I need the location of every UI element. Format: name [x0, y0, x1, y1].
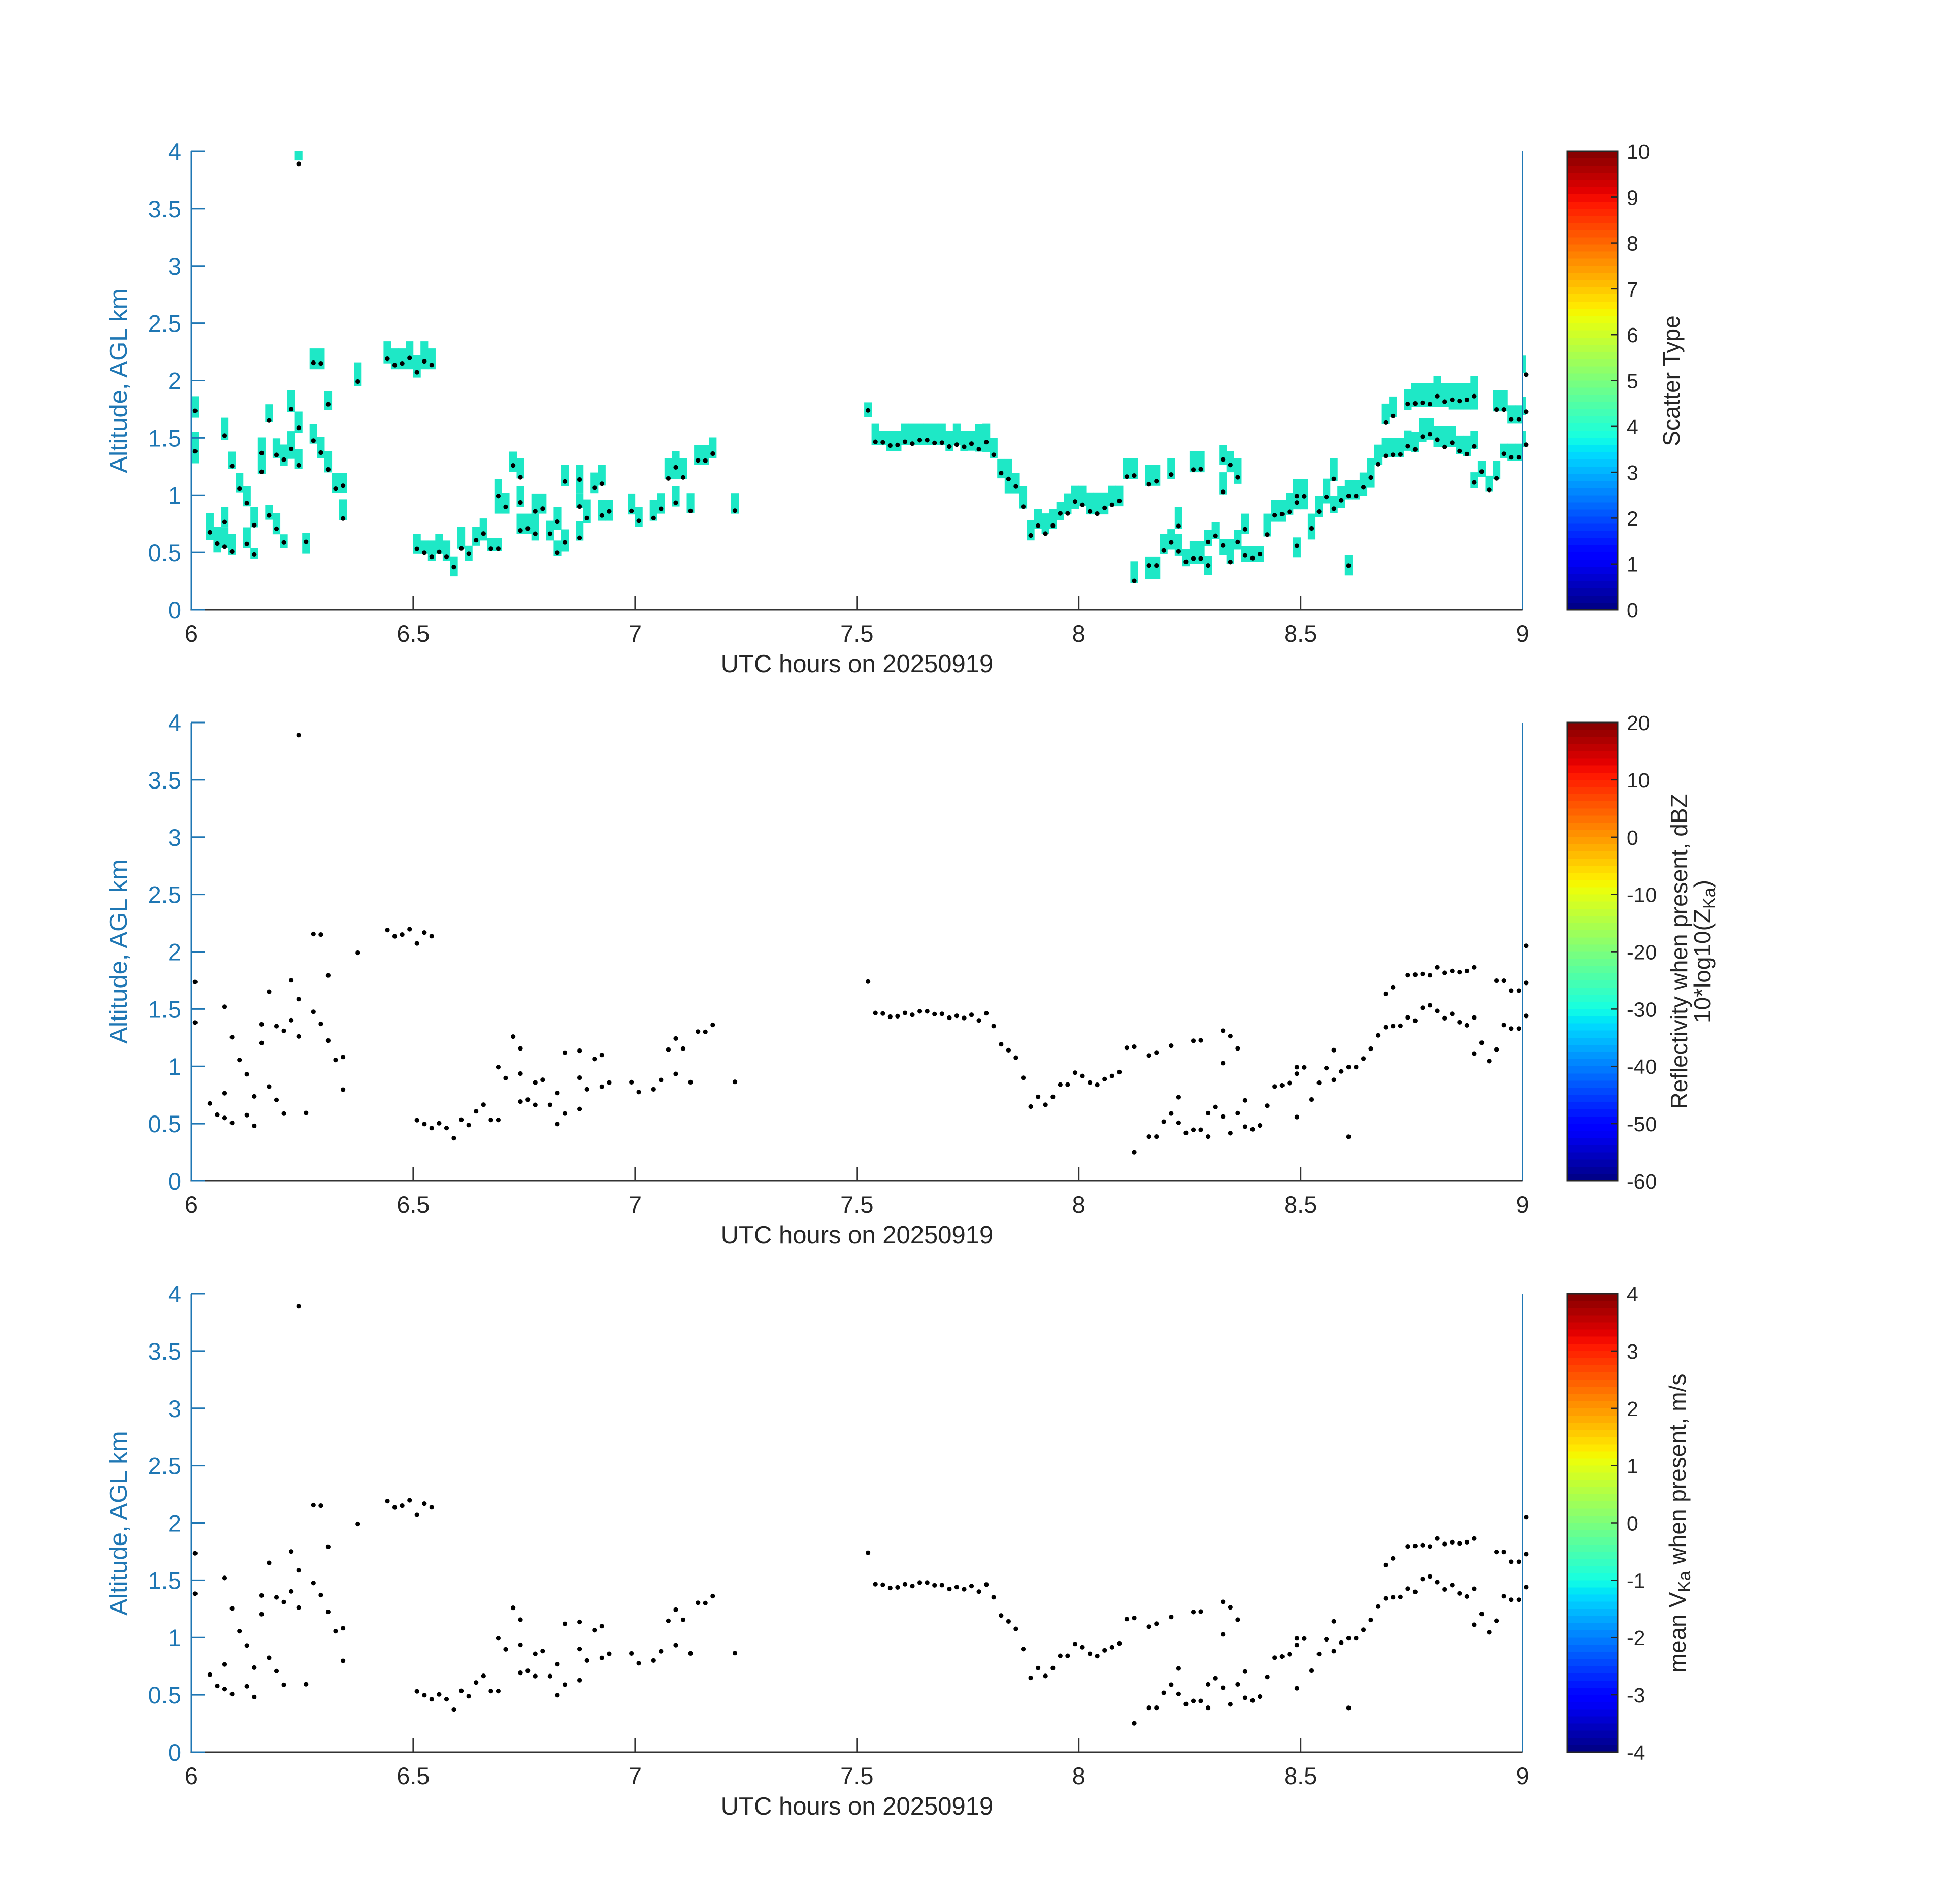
svg-text:2: 2	[168, 368, 181, 395]
svg-text:1: 1	[168, 482, 181, 509]
svg-text:8: 8	[1072, 1762, 1085, 1789]
svg-text:-50: -50	[1627, 1112, 1657, 1136]
svg-text:UTC hours on 20250919: UTC hours on 20250919	[721, 1793, 994, 1820]
svg-text:3: 3	[168, 1395, 181, 1422]
svg-text:-10: -10	[1627, 883, 1657, 907]
svg-text:3: 3	[1627, 1340, 1638, 1363]
svg-text:-30: -30	[1627, 998, 1657, 1021]
svg-text:0.5: 0.5	[148, 1682, 181, 1709]
svg-text:0: 0	[168, 1168, 181, 1195]
svg-text:2: 2	[168, 939, 181, 966]
svg-text:20: 20	[1627, 711, 1650, 735]
svg-text:8: 8	[1072, 620, 1085, 647]
svg-text:1: 1	[168, 1624, 181, 1651]
svg-text:-1: -1	[1627, 1569, 1645, 1592]
svg-text:5: 5	[1627, 370, 1638, 393]
svg-text:4: 4	[168, 1281, 181, 1307]
svg-text:-40: -40	[1627, 1055, 1657, 1078]
svg-text:10: 10	[1627, 140, 1650, 163]
svg-text:6: 6	[185, 1762, 198, 1789]
svg-text:7: 7	[629, 1762, 642, 1789]
svg-text:7.5: 7.5	[840, 620, 873, 647]
svg-text:mean VKa when present, m/s: mean VKa when present, m/s	[1664, 1374, 1694, 1673]
svg-text:2: 2	[1627, 1397, 1638, 1421]
svg-text:Scatter Type: Scatter Type	[1658, 315, 1685, 446]
svg-text:2: 2	[1627, 507, 1638, 530]
svg-text:1: 1	[1627, 1455, 1638, 1478]
svg-text:Reflectivity when present, dBZ: Reflectivity when present, dBZ	[1666, 794, 1692, 1109]
svg-text:6.5: 6.5	[397, 1762, 430, 1789]
svg-text:1: 1	[168, 1053, 181, 1080]
svg-text:7: 7	[1627, 278, 1638, 301]
svg-text:Altitude, AGL km: Altitude, AGL km	[105, 859, 133, 1043]
svg-text:6.5: 6.5	[397, 620, 430, 647]
svg-text:2: 2	[168, 1510, 181, 1537]
svg-text:1.5: 1.5	[148, 1567, 181, 1594]
svg-text:2.5: 2.5	[148, 310, 181, 337]
svg-text:7: 7	[629, 1191, 642, 1218]
svg-text:4: 4	[1627, 1283, 1638, 1306]
svg-text:3: 3	[168, 824, 181, 851]
svg-text:2.5: 2.5	[148, 881, 181, 908]
svg-text:6: 6	[185, 620, 198, 647]
svg-text:9: 9	[1516, 1191, 1529, 1218]
svg-text:-4: -4	[1627, 1741, 1645, 1764]
svg-text:3.5: 3.5	[148, 767, 181, 794]
svg-text:9: 9	[1516, 620, 1529, 647]
svg-text:8: 8	[1072, 1191, 1085, 1218]
svg-text:1.5: 1.5	[148, 424, 181, 451]
svg-text:7: 7	[629, 620, 642, 647]
svg-text:UTC hours on 20250919: UTC hours on 20250919	[721, 1222, 994, 1249]
svg-text:0: 0	[168, 597, 181, 623]
svg-text:3.5: 3.5	[148, 1338, 181, 1365]
svg-text:-3: -3	[1627, 1684, 1645, 1707]
svg-text:6: 6	[1627, 323, 1638, 347]
svg-text:6: 6	[185, 1191, 198, 1218]
svg-text:4: 4	[168, 709, 181, 736]
svg-text:8: 8	[1627, 232, 1638, 255]
svg-text:0.5: 0.5	[148, 539, 181, 566]
svg-text:-20: -20	[1627, 941, 1657, 964]
svg-text:-2: -2	[1627, 1626, 1645, 1650]
svg-text:10: 10	[1627, 769, 1650, 792]
svg-text:7.5: 7.5	[840, 1191, 873, 1218]
svg-text:1: 1	[1627, 553, 1638, 576]
svg-text:9: 9	[1627, 186, 1638, 209]
svg-text:6.5: 6.5	[397, 1191, 430, 1218]
svg-text:4: 4	[168, 138, 181, 165]
svg-text:0.5: 0.5	[148, 1110, 181, 1137]
svg-text:Altitude, AGL km: Altitude, AGL km	[105, 1431, 133, 1615]
svg-text:3.5: 3.5	[148, 195, 181, 222]
svg-text:0: 0	[1627, 599, 1638, 622]
svg-text:0: 0	[1627, 1512, 1638, 1535]
svg-text:UTC hours on 20250919: UTC hours on 20250919	[721, 650, 994, 678]
svg-text:3: 3	[168, 253, 181, 280]
svg-text:8.5: 8.5	[1284, 620, 1317, 647]
svg-text:2.5: 2.5	[148, 1453, 181, 1480]
svg-text:3: 3	[1627, 461, 1638, 484]
svg-text:1.5: 1.5	[148, 996, 181, 1023]
svg-text:0: 0	[1627, 826, 1638, 849]
svg-text:8.5: 8.5	[1284, 1191, 1317, 1218]
svg-text:0: 0	[168, 1739, 181, 1766]
svg-text:7.5: 7.5	[840, 1762, 873, 1789]
svg-text:9: 9	[1516, 1762, 1529, 1789]
svg-text:4: 4	[1627, 415, 1638, 439]
svg-text:Altitude, AGL km: Altitude, AGL km	[105, 288, 133, 473]
svg-text:8.5: 8.5	[1284, 1762, 1317, 1789]
svg-text:-60: -60	[1627, 1170, 1657, 1193]
